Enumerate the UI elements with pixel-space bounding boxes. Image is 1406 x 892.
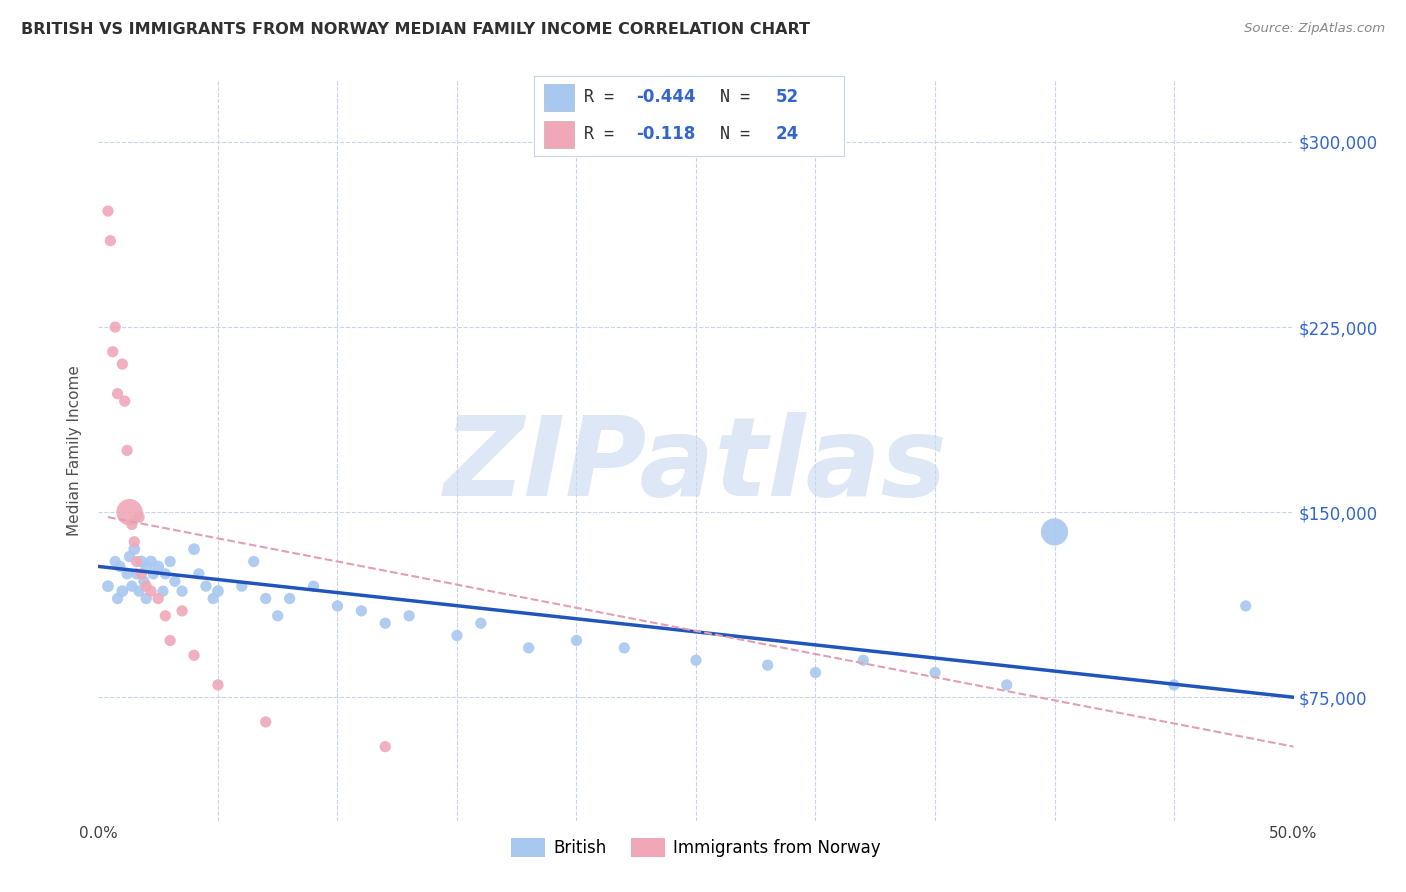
Point [101,344,124,359]
Point [111,357,134,371]
Point [613,640,636,655]
Text: 52: 52 [776,88,799,106]
Point [302,579,325,593]
Point [243,554,266,569]
Point [254,714,277,729]
Point [278,591,301,606]
Point [470,616,492,631]
Text: Source: ZipAtlas.com: Source: ZipAtlas.com [1244,22,1385,36]
Point [97,204,120,219]
Point [148,591,170,606]
Text: R =: R = [583,126,624,144]
Point [104,554,127,569]
Text: -0.118: -0.118 [637,126,696,144]
Point [1234,599,1257,613]
Point [118,505,141,519]
Point [195,579,218,593]
Point [131,554,153,569]
Point [1163,678,1185,692]
Text: N =: N = [720,126,759,144]
Point [97,579,120,593]
Point [207,584,229,599]
Point [121,579,143,593]
Point [517,640,540,655]
Point [924,665,946,680]
Point [125,554,148,569]
Point [125,566,148,581]
Point [350,604,373,618]
Point [159,633,181,648]
Point [326,599,349,613]
Point [398,608,420,623]
Point [115,566,138,581]
Text: R =: R = [583,88,624,106]
Point [685,653,707,667]
Point [108,559,131,574]
Text: -0.444: -0.444 [637,88,696,106]
Point [155,566,177,581]
Point [207,678,229,692]
Point [374,616,396,631]
Point [172,604,194,618]
Point [446,628,468,642]
Point [995,678,1018,692]
Point [152,584,174,599]
Point [163,574,186,589]
Point [107,591,129,606]
Point [118,549,141,564]
Point [124,534,146,549]
Point [565,633,588,648]
Point [115,443,138,458]
Point [148,559,170,574]
Point [202,591,225,606]
Point [135,559,157,574]
Text: BRITISH VS IMMIGRANTS FROM NORWAY MEDIAN FAMILY INCOME CORRELATION CHART: BRITISH VS IMMIGRANTS FROM NORWAY MEDIAN… [21,22,810,37]
Legend: British, Immigrants from Norway: British, Immigrants from Norway [505,831,887,864]
Point [139,584,162,599]
Text: N =: N = [720,88,759,106]
Point [172,584,194,599]
Point [131,566,153,581]
Point [98,234,122,248]
Point [231,579,253,593]
Point [128,510,150,524]
Point [114,394,136,409]
Y-axis label: Median Family Income: Median Family Income [67,365,83,536]
Point [128,584,150,599]
Point [804,665,827,680]
Point [132,574,155,589]
Point [104,320,127,334]
Point [124,542,146,557]
Point [135,591,157,606]
FancyBboxPatch shape [544,84,575,112]
Point [852,653,875,667]
Point [121,517,143,532]
Text: ZIPatlas: ZIPatlas [444,412,948,519]
Point [142,566,165,581]
FancyBboxPatch shape [544,120,575,148]
Point [267,608,290,623]
Point [159,554,181,569]
Point [1043,524,1066,539]
Point [374,739,396,754]
Point [183,542,205,557]
Text: 24: 24 [776,126,799,144]
Point [756,658,779,673]
Point [111,584,134,599]
Point [107,386,129,401]
Point [139,554,162,569]
Point [183,648,205,663]
Point [155,608,177,623]
Point [187,566,209,581]
Point [254,591,277,606]
Point [135,579,157,593]
